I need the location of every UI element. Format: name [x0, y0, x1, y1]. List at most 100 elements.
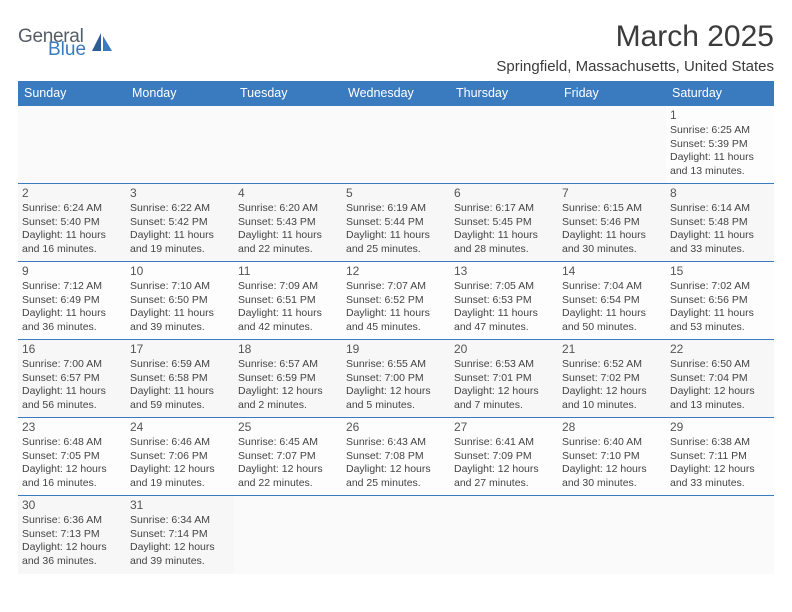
daylight-text: Daylight: 12 hours — [562, 385, 662, 398]
calendar-day-cell: 12Sunrise: 7:07 AMSunset: 6:52 PMDayligh… — [342, 262, 450, 340]
calendar-day-cell: 21Sunrise: 6:52 AMSunset: 7:02 PMDayligh… — [558, 340, 666, 418]
daylight-text: and 2 minutes. — [238, 399, 338, 412]
calendar-day-cell: 30Sunrise: 6:36 AMSunset: 7:13 PMDayligh… — [18, 496, 126, 574]
daylight-text: and 33 minutes. — [670, 243, 770, 256]
daylight-text: and 39 minutes. — [130, 321, 230, 334]
sunset-text: Sunset: 7:14 PM — [130, 528, 230, 541]
sunrise-text: Sunrise: 6:43 AM — [346, 436, 446, 449]
sunrise-text: Sunrise: 6:41 AM — [454, 436, 554, 449]
daylight-text: and 19 minutes. — [130, 477, 230, 490]
daylight-text: Daylight: 11 hours — [562, 307, 662, 320]
sunrise-text: Sunrise: 7:07 AM — [346, 280, 446, 293]
sunset-text: Sunset: 7:07 PM — [238, 450, 338, 463]
daylight-text: Daylight: 11 hours — [346, 229, 446, 242]
sunrise-text: Sunrise: 7:05 AM — [454, 280, 554, 293]
daylight-text: and 13 minutes. — [670, 165, 770, 178]
sunrise-text: Sunrise: 6:25 AM — [670, 124, 770, 137]
calendar-day-cell: 10Sunrise: 7:10 AMSunset: 6:50 PMDayligh… — [126, 262, 234, 340]
day-number: 31 — [130, 498, 230, 513]
daylight-text: and 10 minutes. — [562, 399, 662, 412]
day-number: 18 — [238, 342, 338, 357]
day-number: 12 — [346, 264, 446, 279]
calendar-page: General Blue March 2025 Springfield, Mas… — [0, 0, 792, 584]
sunrise-text: Sunrise: 6:52 AM — [562, 358, 662, 371]
daylight-text: and 56 minutes. — [22, 399, 122, 412]
sunrise-text: Sunrise: 6:45 AM — [238, 436, 338, 449]
sunset-text: Sunset: 7:04 PM — [670, 372, 770, 385]
calendar-day-cell — [126, 106, 234, 184]
calendar-week-row: 23Sunrise: 6:48 AMSunset: 7:05 PMDayligh… — [18, 418, 774, 496]
calendar-day-cell — [342, 496, 450, 574]
daylight-text: Daylight: 11 hours — [454, 307, 554, 320]
day-number: 14 — [562, 264, 662, 279]
sunset-text: Sunset: 5:42 PM — [130, 216, 230, 229]
weekday-header: Monday — [126, 81, 234, 106]
daylight-text: and 59 minutes. — [130, 399, 230, 412]
sunrise-text: Sunrise: 7:00 AM — [22, 358, 122, 371]
daylight-text: and 19 minutes. — [130, 243, 230, 256]
logo-blue: Blue — [48, 41, 86, 58]
day-number: 16 — [22, 342, 122, 357]
calendar-day-cell: 26Sunrise: 6:43 AMSunset: 7:08 PMDayligh… — [342, 418, 450, 496]
sunset-text: Sunset: 7:05 PM — [22, 450, 122, 463]
calendar-day-cell — [234, 496, 342, 574]
sunset-text: Sunset: 6:49 PM — [22, 294, 122, 307]
daylight-text: and 45 minutes. — [346, 321, 446, 334]
calendar-day-cell: 14Sunrise: 7:04 AMSunset: 6:54 PMDayligh… — [558, 262, 666, 340]
calendar-day-cell: 23Sunrise: 6:48 AMSunset: 7:05 PMDayligh… — [18, 418, 126, 496]
day-number: 11 — [238, 264, 338, 279]
sunset-text: Sunset: 7:08 PM — [346, 450, 446, 463]
daylight-text: Daylight: 11 hours — [130, 307, 230, 320]
sunset-text: Sunset: 6:56 PM — [670, 294, 770, 307]
weekday-header: Wednesday — [342, 81, 450, 106]
sunset-text: Sunset: 6:58 PM — [130, 372, 230, 385]
sunrise-text: Sunrise: 6:53 AM — [454, 358, 554, 371]
daylight-text: and 47 minutes. — [454, 321, 554, 334]
sunrise-text: Sunrise: 7:09 AM — [238, 280, 338, 293]
day-number: 13 — [454, 264, 554, 279]
calendar-day-cell: 15Sunrise: 7:02 AMSunset: 6:56 PMDayligh… — [666, 262, 774, 340]
calendar-day-cell — [558, 106, 666, 184]
daylight-text: Daylight: 12 hours — [130, 541, 230, 554]
weekday-header-row: Sunday Monday Tuesday Wednesday Thursday… — [18, 81, 774, 106]
daylight-text: and 22 minutes. — [238, 243, 338, 256]
logo: General Blue — [18, 20, 114, 58]
daylight-text: and 25 minutes. — [346, 243, 446, 256]
sunrise-text: Sunrise: 6:55 AM — [346, 358, 446, 371]
calendar-day-cell: 31Sunrise: 6:34 AMSunset: 7:14 PMDayligh… — [126, 496, 234, 574]
sunrise-text: Sunrise: 6:20 AM — [238, 202, 338, 215]
calendar-week-row: 2Sunrise: 6:24 AMSunset: 5:40 PMDaylight… — [18, 184, 774, 262]
sunset-text: Sunset: 7:13 PM — [22, 528, 122, 541]
day-number: 15 — [670, 264, 770, 279]
daylight-text: Daylight: 12 hours — [454, 385, 554, 398]
sunrise-text: Sunrise: 6:59 AM — [130, 358, 230, 371]
day-number: 25 — [238, 420, 338, 435]
sunset-text: Sunset: 7:11 PM — [670, 450, 770, 463]
daylight-text: and 30 minutes. — [562, 477, 662, 490]
sunrise-text: Sunrise: 6:48 AM — [22, 436, 122, 449]
daylight-text: and 33 minutes. — [670, 477, 770, 490]
title-block: March 2025 Springfield, Massachusetts, U… — [496, 20, 774, 75]
day-number: 24 — [130, 420, 230, 435]
weekday-header: Thursday — [450, 81, 558, 106]
daylight-text: Daylight: 11 hours — [238, 229, 338, 242]
logo-text: General Blue — [18, 28, 86, 58]
day-number: 4 — [238, 186, 338, 201]
calendar-day-cell: 17Sunrise: 6:59 AMSunset: 6:58 PMDayligh… — [126, 340, 234, 418]
calendar-day-cell: 20Sunrise: 6:53 AMSunset: 7:01 PMDayligh… — [450, 340, 558, 418]
day-number: 29 — [670, 420, 770, 435]
calendar-body: 1Sunrise: 6:25 AMSunset: 5:39 PMDaylight… — [18, 106, 774, 574]
daylight-text: Daylight: 11 hours — [130, 229, 230, 242]
calendar-day-cell: 4Sunrise: 6:20 AMSunset: 5:43 PMDaylight… — [234, 184, 342, 262]
daylight-text: Daylight: 12 hours — [670, 385, 770, 398]
calendar-day-cell: 27Sunrise: 6:41 AMSunset: 7:09 PMDayligh… — [450, 418, 558, 496]
daylight-text: and 7 minutes. — [454, 399, 554, 412]
calendar-table: Sunday Monday Tuesday Wednesday Thursday… — [18, 81, 774, 574]
sunrise-text: Sunrise: 6:38 AM — [670, 436, 770, 449]
sunset-text: Sunset: 7:10 PM — [562, 450, 662, 463]
sunset-text: Sunset: 6:51 PM — [238, 294, 338, 307]
calendar-day-cell — [234, 106, 342, 184]
daylight-text: Daylight: 11 hours — [670, 151, 770, 164]
sunrise-text: Sunrise: 6:22 AM — [130, 202, 230, 215]
sunset-text: Sunset: 7:06 PM — [130, 450, 230, 463]
